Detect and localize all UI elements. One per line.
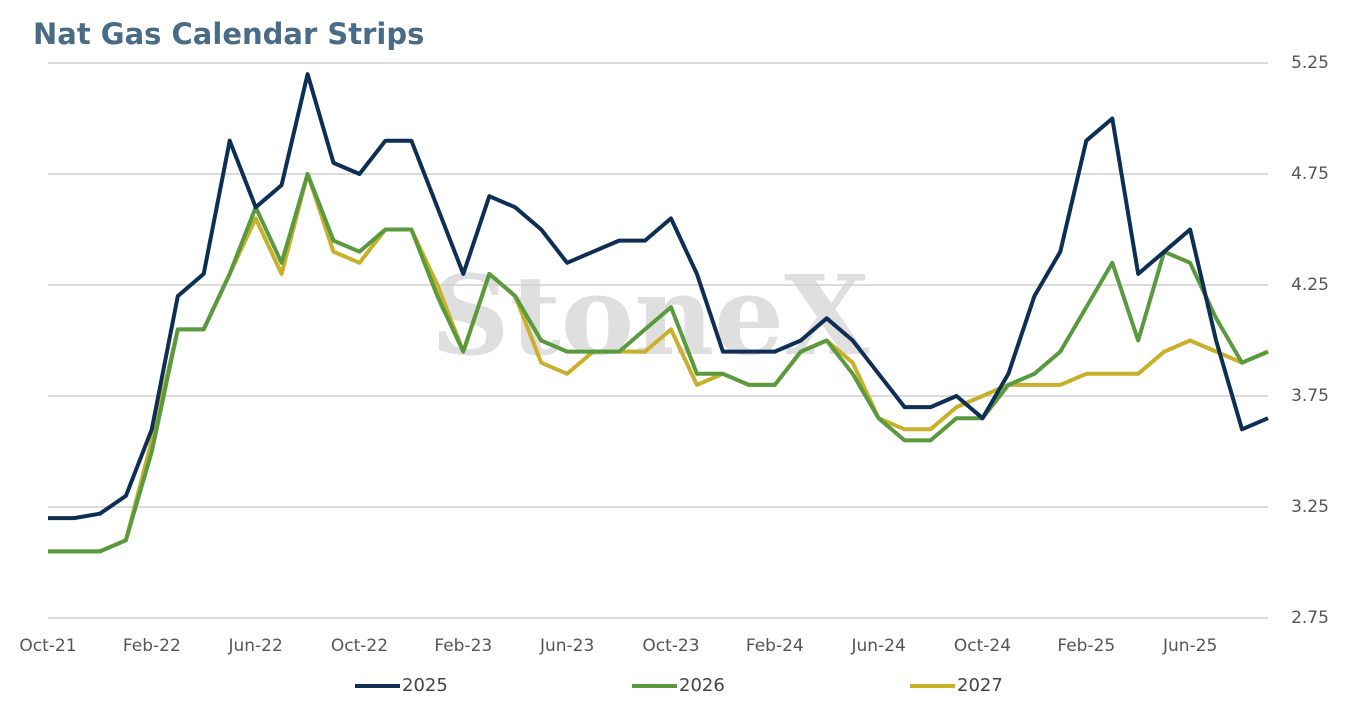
series-line [48, 172, 1269, 554]
series-line [48, 72, 1269, 521]
chart-title: Nat Gas Calendar Strips [33, 17, 424, 51]
x-tick-label: Jun-25 [1162, 636, 1217, 656]
y-tick-label: 5.25 [1291, 53, 1329, 73]
legend-label: 2027 [957, 675, 1003, 696]
x-tick-label: Feb-25 [1057, 636, 1115, 656]
x-tick-label: Feb-22 [123, 636, 181, 656]
x-tick-label: Jun-24 [850, 636, 905, 656]
y-tick-label: 4.25 [1291, 275, 1329, 295]
legend-label: 2026 [679, 675, 725, 696]
y-tick-label: 4.75 [1291, 164, 1329, 184]
y-tick-label: 3.75 [1291, 386, 1329, 406]
x-tick-label: Jun-22 [227, 636, 282, 656]
series-line [48, 172, 1269, 554]
x-tick-label: Feb-24 [746, 636, 804, 656]
x-tick-label: Oct-23 [642, 636, 699, 656]
x-tick-label: Feb-23 [434, 636, 492, 656]
y-tick-label: 2.75 [1291, 608, 1329, 628]
x-tick-label: Oct-22 [331, 636, 388, 656]
y-tick-label: 3.25 [1291, 497, 1329, 517]
x-tick-label: Jun-23 [539, 636, 594, 656]
x-tick-label: Oct-21 [19, 636, 76, 656]
legend-label: 2025 [402, 675, 448, 696]
x-tick-label: Oct-24 [954, 636, 1011, 656]
watermark: StoneX [431, 251, 871, 380]
